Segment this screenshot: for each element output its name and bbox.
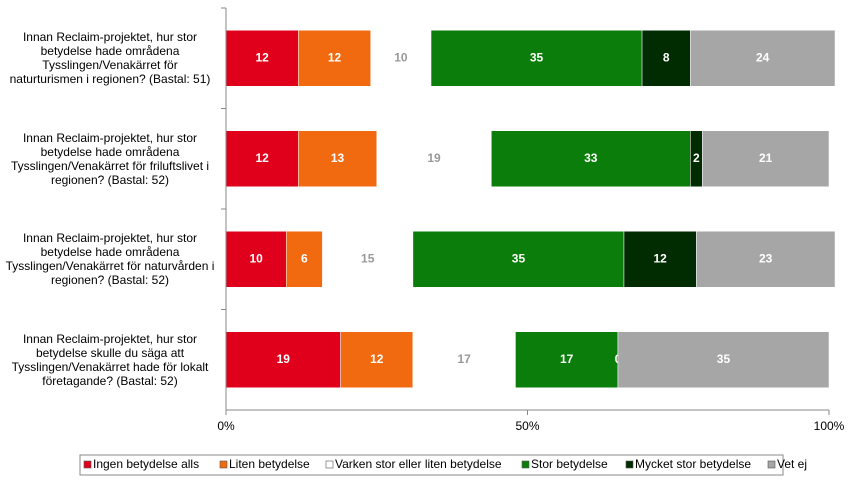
value-label: 33 (584, 151, 598, 165)
value-label: 12 (328, 50, 342, 64)
bar-segment (225, 30, 299, 87)
bar-segment (225, 130, 299, 187)
legend-swatch (83, 460, 92, 469)
x-tick-label: 50% (515, 419, 539, 433)
legend-swatch (521, 460, 530, 469)
value-label: 12 (653, 251, 667, 265)
legend-label: Liten betydelse (229, 457, 310, 471)
value-label: 17 (458, 352, 472, 366)
value-label: 19 (277, 352, 291, 366)
bar-segment (370, 30, 432, 87)
legend-swatch (767, 460, 776, 469)
bar-segment (376, 130, 492, 187)
category-label: Innan Reclaim-projektet, hur stor betyde… (10, 130, 210, 187)
bar-segment (690, 30, 836, 87)
bar-segment (340, 331, 414, 388)
bar-segment (412, 231, 625, 288)
bar-segment (702, 130, 830, 187)
value-label: 13 (331, 151, 345, 165)
value-label: 10 (394, 50, 408, 64)
category-label: Innan Reclaim-projektet, hur stor betyde… (9, 30, 211, 87)
category-label: Innan Reclaim-projektet, hur stor betyde… (11, 331, 209, 388)
bar-segment (412, 331, 516, 388)
category-label: Innan Reclaim-projektet, hur stor betyde… (5, 231, 215, 288)
value-label: 35 (512, 251, 526, 265)
value-label: 15 (361, 251, 375, 265)
bar-segment (515, 331, 619, 388)
value-label: 19 (427, 151, 441, 165)
bar-segment (623, 231, 697, 288)
x-tick-label: 0% (217, 419, 235, 433)
legend-label: Vet ej (777, 457, 807, 471)
value-label: 17 (560, 352, 574, 366)
value-label: 23 (759, 251, 773, 265)
legend-box (79, 454, 784, 476)
legend-label: Ingen betydelse alls (93, 457, 199, 471)
value-label: 8 (663, 50, 670, 64)
legend-label: Mycket stor betydelse (635, 457, 751, 471)
value-label: 6 (301, 251, 308, 265)
bar-segment (298, 130, 377, 187)
bar-segment (322, 231, 414, 288)
x-tick-label: 100% (814, 419, 845, 433)
value-label: 35 (530, 50, 544, 64)
value-label: 12 (256, 50, 270, 64)
value-label: 12 (256, 151, 270, 165)
value-label: 24 (756, 50, 770, 64)
legend-swatch (625, 460, 634, 469)
value-label: 10 (249, 251, 263, 265)
bar-segment (286, 231, 323, 288)
legend-label: Stor betydelse (531, 457, 608, 471)
legend-swatch (219, 460, 228, 469)
value-label: 35 (717, 352, 731, 366)
legend-swatch (325, 460, 334, 469)
bar-segment (696, 231, 836, 288)
bar-segment (617, 331, 830, 388)
value-label: 21 (759, 151, 773, 165)
value-label: 2 (693, 151, 700, 165)
legend-label: Varken stor eller liten betydelse (335, 457, 502, 471)
value-label: 12 (370, 352, 384, 366)
bar-segment (225, 231, 287, 288)
